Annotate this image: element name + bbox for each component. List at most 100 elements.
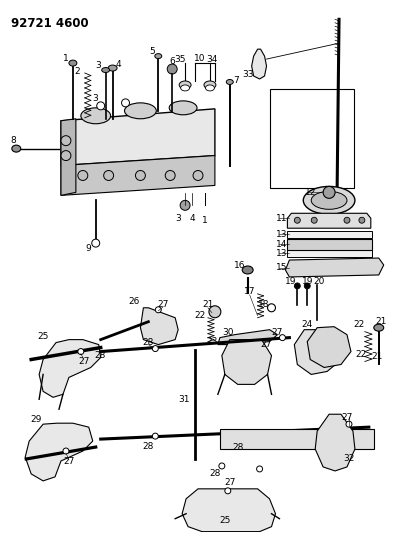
Circle shape [165, 171, 175, 181]
Circle shape [180, 200, 190, 211]
Polygon shape [286, 258, 384, 277]
Circle shape [61, 136, 71, 146]
Text: 3: 3 [95, 61, 101, 69]
Text: 18: 18 [258, 300, 269, 309]
Ellipse shape [69, 60, 77, 66]
Text: 14: 14 [276, 240, 287, 248]
Text: 27: 27 [224, 478, 235, 487]
Ellipse shape [102, 68, 109, 72]
Circle shape [323, 187, 335, 198]
Polygon shape [218, 330, 277, 345]
Text: 27: 27 [261, 340, 272, 349]
Bar [288, 250, 372, 257]
Circle shape [359, 217, 365, 223]
Text: 22: 22 [353, 320, 365, 329]
Bar [269, 89, 354, 188]
Text: 25: 25 [37, 332, 49, 341]
Ellipse shape [205, 85, 215, 91]
Ellipse shape [242, 266, 253, 274]
Ellipse shape [12, 145, 21, 152]
Circle shape [193, 171, 203, 181]
Polygon shape [25, 423, 93, 481]
Polygon shape [39, 340, 101, 397]
Text: 27: 27 [341, 413, 352, 422]
Text: 11: 11 [275, 214, 287, 223]
Text: 21: 21 [375, 317, 387, 326]
Text: 29: 29 [30, 415, 42, 424]
Circle shape [257, 466, 263, 472]
Polygon shape [61, 156, 215, 196]
Circle shape [155, 307, 161, 313]
Text: 28: 28 [143, 338, 154, 347]
Polygon shape [182, 489, 275, 531]
Circle shape [63, 448, 69, 454]
Text: 27: 27 [272, 328, 283, 337]
Text: 12: 12 [304, 188, 316, 197]
Ellipse shape [81, 108, 111, 124]
Text: 28: 28 [94, 351, 105, 360]
Text: 19: 19 [285, 277, 296, 286]
Text: 28: 28 [143, 441, 154, 450]
Text: 6: 6 [169, 56, 175, 66]
Text: 34: 34 [206, 54, 218, 63]
Polygon shape [294, 330, 339, 375]
Text: 2: 2 [74, 67, 80, 76]
Polygon shape [140, 308, 178, 345]
Circle shape [152, 433, 158, 439]
Ellipse shape [303, 187, 355, 214]
Text: 32: 32 [343, 455, 354, 464]
Ellipse shape [311, 191, 347, 209]
Polygon shape [222, 340, 271, 384]
Bar [220, 429, 374, 449]
Text: 15: 15 [275, 263, 287, 272]
Text: 1: 1 [202, 216, 208, 225]
Text: 92721 4600: 92721 4600 [11, 17, 89, 30]
Ellipse shape [374, 324, 384, 331]
Text: 13: 13 [275, 230, 287, 239]
Text: 16: 16 [234, 261, 245, 270]
Text: 8: 8 [10, 136, 16, 145]
Text: 28: 28 [209, 470, 221, 479]
Circle shape [97, 102, 105, 110]
Text: 27: 27 [78, 357, 89, 366]
Polygon shape [307, 327, 351, 367]
Text: 21: 21 [371, 352, 383, 361]
Circle shape [294, 217, 300, 223]
Circle shape [122, 99, 130, 107]
Text: 7: 7 [233, 76, 239, 85]
Text: 9: 9 [85, 244, 91, 253]
Text: 22: 22 [355, 350, 367, 359]
Text: 25: 25 [219, 516, 231, 525]
Text: 27: 27 [158, 300, 169, 309]
Circle shape [78, 349, 84, 354]
Text: 22: 22 [194, 311, 206, 320]
Text: 31: 31 [178, 395, 190, 404]
Text: 24: 24 [302, 320, 313, 329]
Circle shape [136, 171, 146, 181]
Polygon shape [252, 49, 267, 79]
Text: 17: 17 [244, 287, 255, 296]
Circle shape [346, 421, 352, 427]
Polygon shape [288, 213, 371, 228]
Ellipse shape [125, 103, 156, 119]
Circle shape [225, 488, 231, 494]
Polygon shape [61, 119, 76, 196]
Bar [288, 231, 372, 238]
Text: 3: 3 [92, 94, 97, 103]
Text: 20: 20 [314, 277, 325, 286]
Ellipse shape [226, 79, 233, 84]
Text: 1: 1 [63, 54, 69, 62]
Text: 30: 30 [222, 328, 233, 337]
Text: 26: 26 [129, 297, 140, 306]
Text: 10: 10 [194, 54, 206, 62]
Circle shape [219, 463, 225, 469]
Polygon shape [61, 109, 215, 166]
Circle shape [344, 217, 350, 223]
Circle shape [167, 64, 177, 74]
Text: 19: 19 [302, 277, 313, 286]
Ellipse shape [169, 101, 197, 115]
Polygon shape [315, 414, 355, 471]
Text: 28: 28 [232, 442, 243, 451]
Text: 27: 27 [63, 457, 75, 466]
Text: 35: 35 [174, 54, 186, 63]
